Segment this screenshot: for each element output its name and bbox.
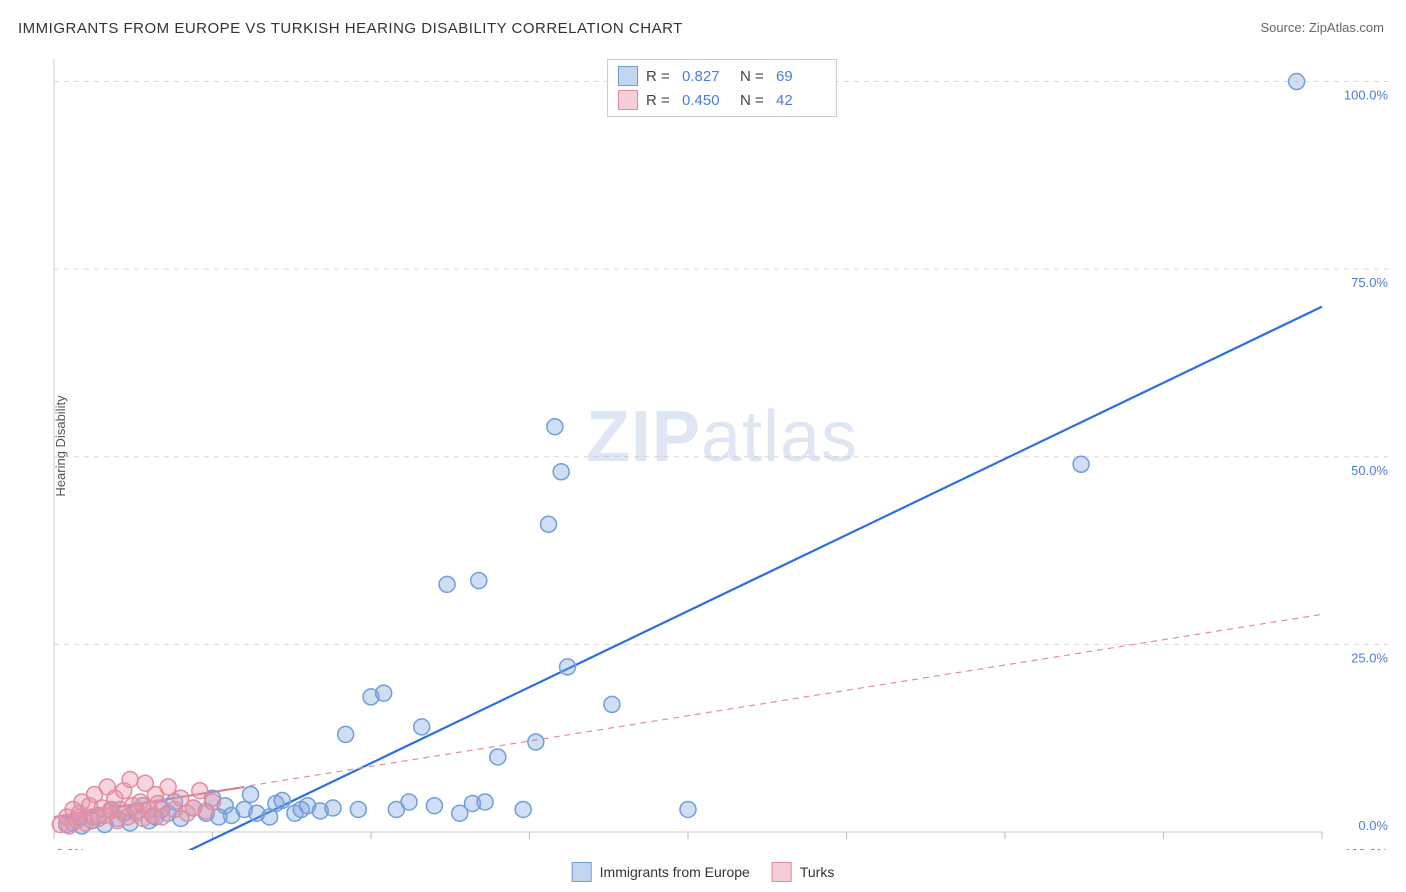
n-value-1: 69 [776,68,826,85]
svg-text:100.0%: 100.0% [1344,88,1389,103]
svg-text:0.0%: 0.0% [56,846,86,850]
chart-svg: 0.0% 25.0% 50.0% 75.0% 100.0% 0.0% 100.0% [50,55,1394,850]
r-label-1: R = [646,68,674,85]
chart-area: 0.0%25.0%50.0%75.0%100.0%0.0%100.0% ZIPa… [50,55,1394,850]
stats-row-series1: R = 0.827 N = 69 [618,64,826,88]
chart-title: IMMIGRANTS FROM EUROPE VS TURKISH HEARIN… [18,20,683,37]
svg-text:75.0%: 75.0% [1351,275,1388,290]
series-legend: Immigrants from Europe Turks [572,862,835,882]
swatch-series2 [618,90,638,110]
source-link[interactable]: ZipAtlas.com [1309,20,1384,35]
svg-text:100.0%: 100.0% [1344,846,1389,850]
svg-text:25.0%: 25.0% [1351,650,1388,665]
n-label-1: N = [740,68,768,85]
svg-text:50.0%: 50.0% [1351,463,1388,478]
r-label-2: R = [646,92,674,109]
n-value-2: 42 [776,92,826,109]
source-prefix: Source: [1260,20,1308,35]
r-value-1: 0.827 [682,68,732,85]
legend-item-series2: Turks [772,862,834,882]
stats-row-series2: R = 0.450 N = 42 [618,88,826,112]
svg-text:0.0%: 0.0% [1358,818,1388,833]
n-label-2: N = [740,92,768,109]
source-label: Source: ZipAtlas.com [1260,20,1384,35]
legend-swatch-series2 [772,862,792,882]
stats-legend: R = 0.827 N = 69 R = 0.450 N = 42 [607,59,837,117]
legend-label-series2: Turks [800,864,834,880]
swatch-series1 [618,66,638,86]
legend-item-series1: Immigrants from Europe [572,862,750,882]
legend-label-series1: Immigrants from Europe [600,864,750,880]
r-value-2: 0.450 [682,92,732,109]
legend-swatch-series1 [572,862,592,882]
